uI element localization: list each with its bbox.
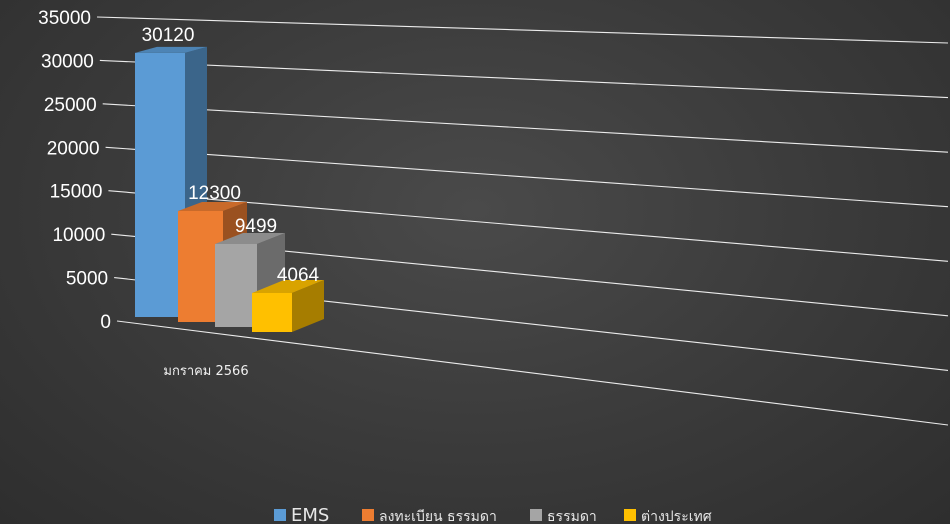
legend-swatch [530,509,542,521]
bar-front-face [178,211,223,322]
data-labels: 30120 12300 9499 4064 [142,25,320,286]
legend-swatch [274,509,286,521]
category-label: มกราคม 2566 [163,364,248,379]
y-tick-label: 20000 [47,138,100,159]
data-label: 12300 [188,183,241,204]
gridline [99,59,949,99]
gridline [96,16,949,44]
y-axis-ticks: 0 5000 10000 15000 20000 25000 30000 35000 [38,8,111,333]
gridline [108,190,949,262]
legend-label: EMS [291,505,329,524]
legend-swatch [624,509,636,521]
bar-front-face [135,52,185,318]
y-tick-label: 10000 [52,225,105,246]
y-tick-label: 0 [100,312,111,333]
y-tick-label: 25000 [44,95,97,116]
legend-label: ต่างประเทศ [641,509,712,524]
data-label: 9499 [235,216,277,237]
y-tick-label: 35000 [38,8,91,29]
legend-label: ธรรมดา [547,509,597,524]
bar-3 [252,280,324,332]
legend: EMS ลงทะเบียน ธรรมดา ธรรมดา ต่างประเทศ [274,505,712,524]
gridline [116,320,949,426]
bar-top-face [252,280,324,293]
bar-top-face [215,233,285,244]
bars [135,46,324,332]
data-label: 30120 [142,25,195,46]
legend-swatch [362,509,374,521]
y-tick-label: 5000 [66,269,108,290]
data-label: 4064 [277,265,320,286]
legend-label: ลงทะเบียน ธรรมดา [379,509,497,524]
bar-top-face [135,46,207,53]
bar-side-face [292,280,324,332]
bar-top-face [178,202,247,211]
bar-front-face [215,244,257,327]
bar-front-face [252,293,292,332]
gridline [105,146,949,208]
y-tick-label: 15000 [50,182,103,203]
gridline [102,103,949,153]
y-tick-label: 30000 [41,51,94,72]
